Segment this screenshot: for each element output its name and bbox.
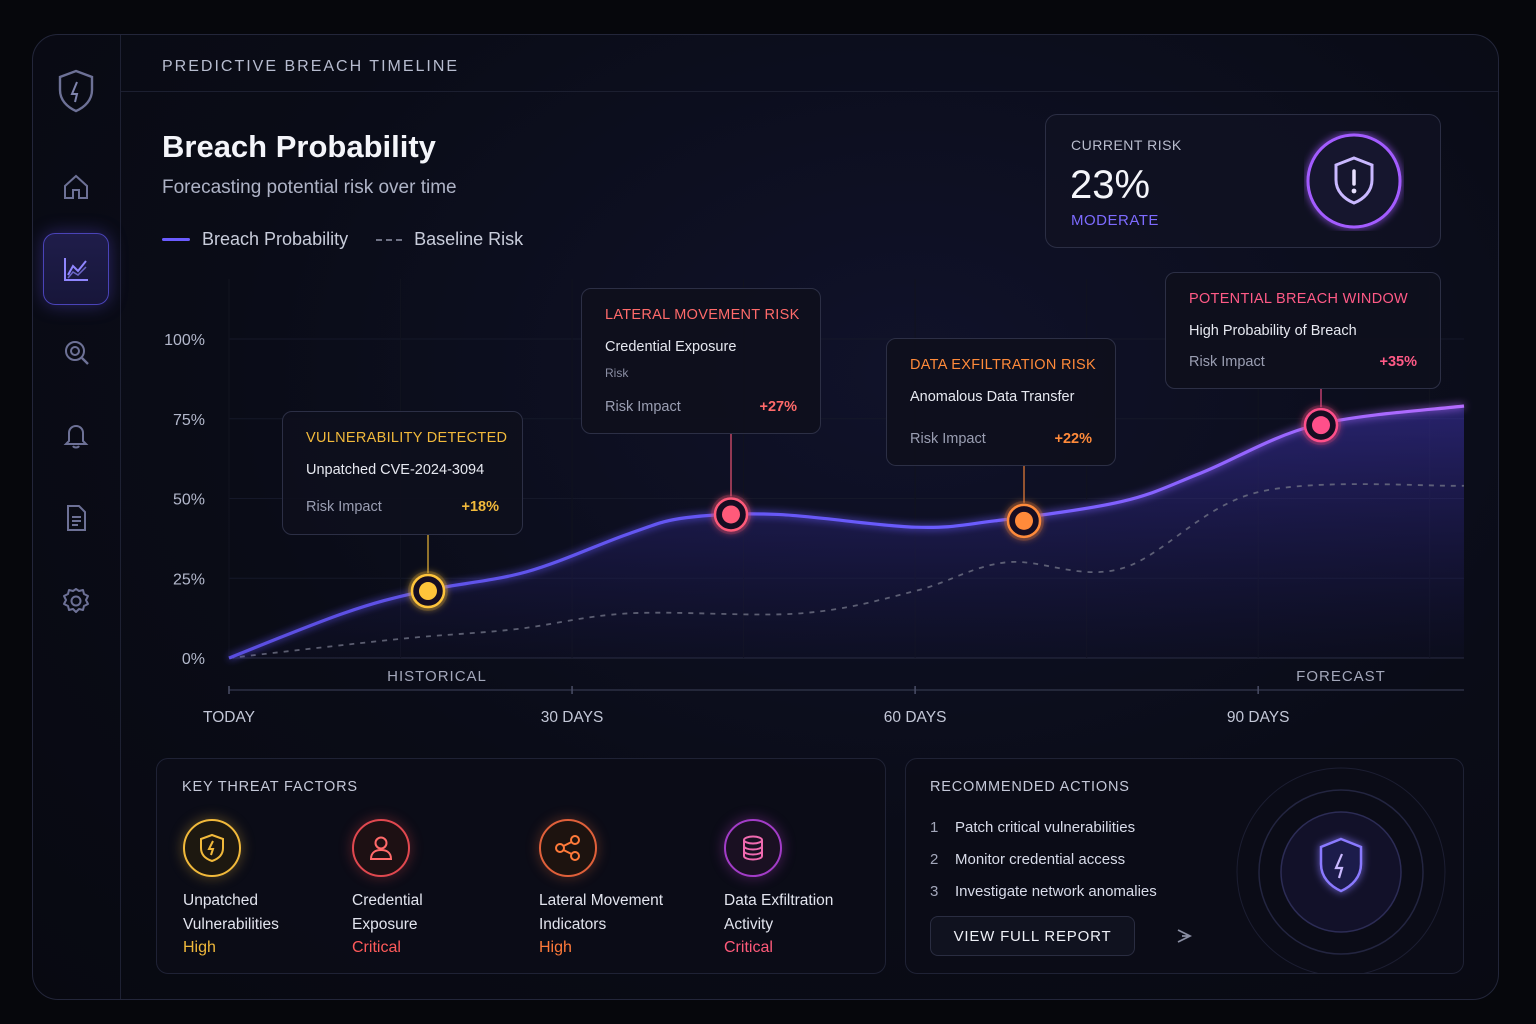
- share-icon: [539, 819, 597, 877]
- sidebar-item-home[interactable]: [43, 151, 109, 223]
- callout-title: POTENTIAL BREACH WINDOW: [1189, 291, 1409, 307]
- region-label-historical: HISTORICAL: [387, 668, 487, 685]
- region-label-forecast: FORECAST: [1296, 668, 1386, 685]
- recommended-actions-panel: RECOMMENDED ACTIONS 1 Patch critical vuln…: [905, 758, 1464, 974]
- actions-list: 1 Patch critical vulnerabilities 2 Monitor…: [930, 811, 1157, 907]
- callout-impact-value: +22%: [1054, 431, 1093, 447]
- callout-data-exfiltration[interactable]: DATA EXFILTRATION RISK Anomalous Data Tr…: [886, 338, 1116, 466]
- callout-impact-value: +27%: [759, 399, 798, 415]
- callout-title: DATA EXFILTRATION RISK: [910, 357, 1096, 373]
- sidebar: [33, 35, 121, 999]
- action-item[interactable]: 3 Investigate network anomalies: [930, 882, 1157, 900]
- action-item[interactable]: 1 Patch critical vulnerabilities: [930, 818, 1136, 836]
- factor-name-line2: Vulnerabilities: [183, 916, 279, 933]
- radar-shield-icon: [1236, 767, 1446, 973]
- key-threat-factors-panel: KEY THREAT FACTORS Unpatched Vulnerabilit…: [156, 758, 886, 974]
- x-tick-label: 90 DAYS: [1227, 709, 1290, 726]
- chart-subtitle: Forecasting potential risk over time: [162, 177, 457, 198]
- factor-severity: High: [183, 939, 216, 956]
- page-title: PREDICTIVE BREACH TIMELINE: [162, 58, 460, 75]
- callout-extra: Risk: [605, 366, 629, 380]
- alert-shield-icon: [1306, 133, 1402, 229]
- factor-severity: Critical: [352, 939, 401, 956]
- series-line-baseline-risk: [228, 483, 1465, 659]
- event-marker-dot: [419, 582, 437, 601]
- factor-name-line1: Data Exfiltration: [724, 892, 834, 909]
- callout-lateral-movement[interactable]: LATERAL MOVEMENT RISK Credential Exposur…: [581, 288, 821, 434]
- factor-credential-exposure[interactable]: Credential Exposure Critical: [352, 819, 522, 957]
- factor-name-line2: Indicators: [539, 916, 607, 933]
- y-tick-label: 0%: [182, 651, 205, 668]
- factor-unpatched-vulnerabilities[interactable]: Unpatched Vulnerabilities High: [183, 819, 353, 957]
- factor-name-line2: Activity: [724, 916, 774, 933]
- sidebar-item-reports[interactable]: [43, 482, 109, 554]
- event-marker-dot: [1015, 511, 1033, 530]
- app-frame: PREDICTIVE BREACH TIMELINE Breach Probab…: [32, 34, 1499, 1000]
- callout-impact-value: +35%: [1379, 354, 1418, 370]
- chart-icon: [64, 258, 88, 281]
- action-item[interactable]: 2 Monitor credential access: [930, 850, 1126, 868]
- current-risk-label: CURRENT RISK: [1071, 137, 1182, 153]
- callout-title: LATERAL MOVEMENT RISK: [605, 307, 800, 323]
- callout-detail: Unpatched CVE-2024-3094: [306, 462, 485, 478]
- factor-name-line1: Lateral Movement: [539, 892, 664, 909]
- sidebar-item-alerts[interactable]: [43, 399, 109, 471]
- bell-icon: [63, 424, 89, 449]
- callout-impact-label: Risk Impact: [306, 499, 382, 515]
- y-tick-label: 25%: [173, 571, 205, 588]
- callout-title: VULNERABILITY DETECTED: [306, 430, 508, 446]
- factor-severity: High: [539, 939, 572, 956]
- event-marker-dot: [1312, 416, 1330, 435]
- callout-impact-label: Risk Impact: [1189, 354, 1265, 370]
- database-icon: [724, 819, 782, 877]
- sidebar-item-scan[interactable]: [43, 316, 109, 388]
- panel-title: RECOMMENDED ACTIONS: [930, 779, 1130, 795]
- header-divider: [121, 91, 1498, 92]
- factor-data-exfiltration[interactable]: Data Exfiltration Activity Critical: [724, 819, 894, 957]
- legend-item-breach[interactable]: Breach Probability: [162, 229, 348, 250]
- factor-name-line1: Credential: [352, 892, 423, 909]
- logo-shield-icon: [51, 63, 101, 119]
- legend-item-baseline[interactable]: Baseline Risk: [376, 229, 523, 250]
- current-risk-value: 23%: [1070, 163, 1151, 207]
- search-icon: [65, 341, 89, 365]
- y-tick-label: 100%: [164, 332, 205, 349]
- factor-name-line1: Unpatched: [183, 892, 258, 909]
- callout-detail: High Probability of Breach: [1189, 323, 1357, 339]
- sidebar-item-settings[interactable]: [43, 565, 109, 637]
- breach-probability-chart: 100% 75% 50% 25% 0% TODAY 30 DAYS 60 DAYS 90 DAY…: [164, 279, 1465, 726]
- x-tick-label: 30 DAYS: [541, 709, 604, 726]
- chart-legend: Breach Probability Baseline Risk: [162, 229, 551, 250]
- document-icon: [67, 505, 86, 531]
- chart-title: Breach Probability: [162, 129, 436, 164]
- callout-impact-value: +18%: [461, 499, 500, 515]
- callout-impact-label: Risk Impact: [910, 431, 986, 447]
- callout-vulnerability[interactable]: VULNERABILITY DETECTED Unpatched CVE-202…: [282, 411, 523, 535]
- factor-name-line2: Exposure: [352, 916, 418, 933]
- shield-icon: [183, 819, 241, 877]
- factor-severity: Critical: [724, 939, 773, 956]
- current-risk-card[interactable]: CURRENT RISK 23% MODERATE: [1045, 114, 1441, 248]
- x-tick-label: TODAY: [203, 709, 255, 726]
- sidebar-item-analytics[interactable]: [43, 233, 109, 305]
- event-marker-dot: [722, 505, 740, 524]
- current-risk-level: MODERATE: [1071, 212, 1159, 229]
- callout-breach-window[interactable]: POTENTIAL BREACH WINDOW High Probability…: [1165, 272, 1441, 389]
- y-tick-label: 50%: [173, 492, 205, 509]
- user-icon: [352, 819, 410, 877]
- y-tick-label: 75%: [173, 412, 205, 429]
- arrow-right-icon[interactable]: [1174, 925, 1196, 947]
- callout-impact-label: Risk Impact: [605, 399, 681, 415]
- callout-detail: Credential Exposure: [605, 339, 737, 355]
- callout-detail: Anomalous Data Transfer: [910, 389, 1075, 405]
- home-icon: [64, 174, 88, 199]
- panel-title: KEY THREAT FACTORS: [182, 779, 358, 795]
- x-tick-label: 60 DAYS: [884, 709, 947, 726]
- series-area-breach-probability: [229, 405, 1464, 658]
- view-full-report-button[interactable]: VIEW FULL REPORT: [930, 916, 1135, 956]
- gear-icon: [63, 588, 89, 613]
- factor-lateral-movement[interactable]: Lateral Movement Indicators High: [539, 819, 709, 957]
